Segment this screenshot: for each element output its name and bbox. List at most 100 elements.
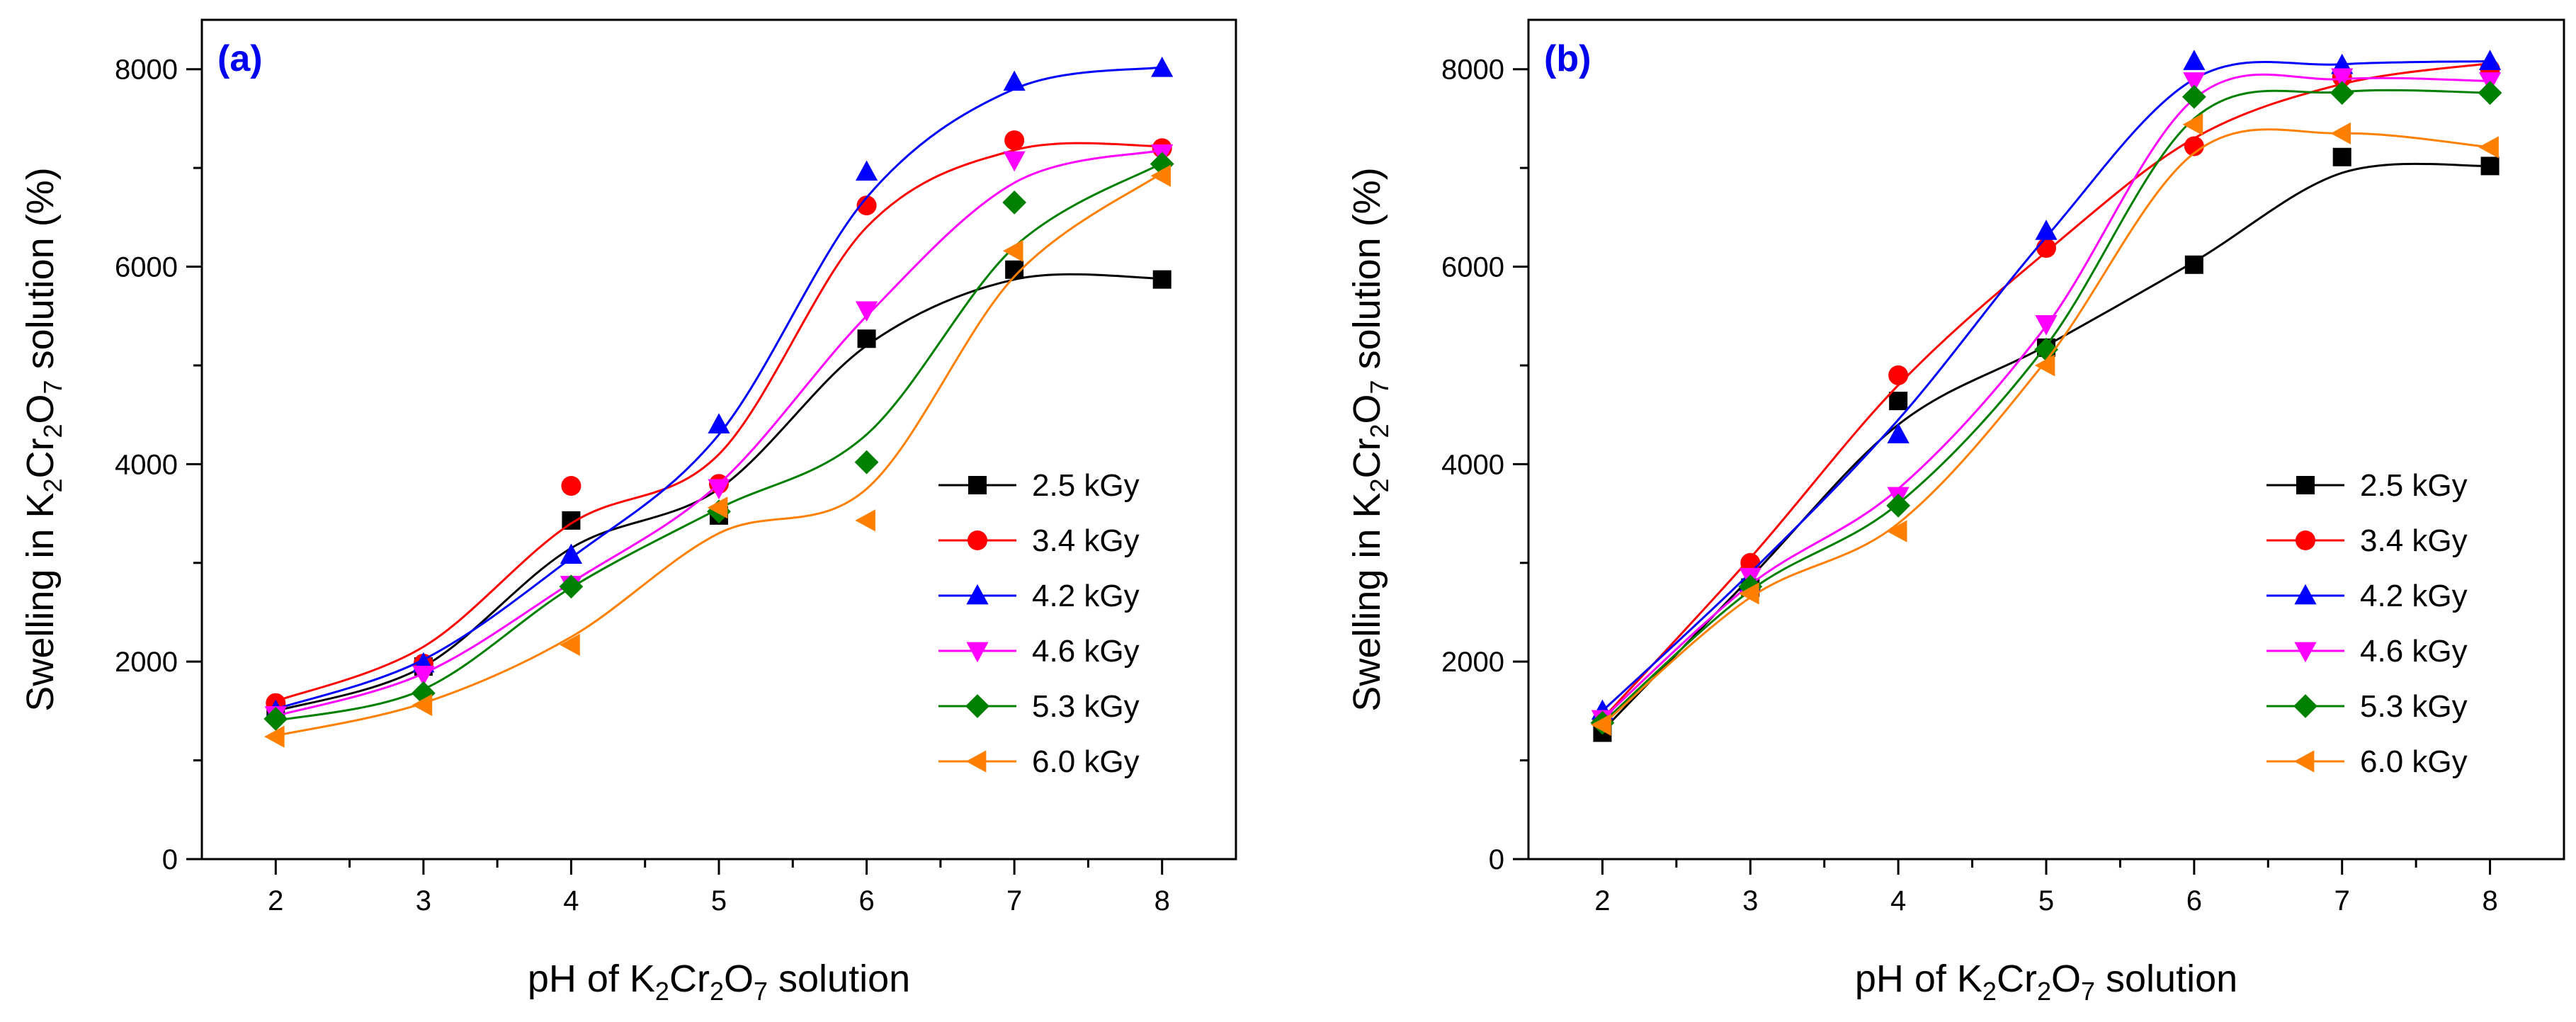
- data-point: [1886, 520, 1907, 543]
- panel-label: (a): [217, 38, 263, 79]
- data-point: [2183, 50, 2206, 70]
- fit-line: [275, 66, 1162, 710]
- series-4-2-kgy: [264, 57, 1174, 720]
- legend-marker: [965, 694, 989, 718]
- data-point: [2183, 72, 2206, 93]
- legend-item: 2.5 kGy: [938, 468, 1140, 503]
- legend-marker: [966, 584, 989, 605]
- chart_data.0.xlabel-mid: Cr: [669, 958, 710, 1000]
- legend-label: 4.2 kGy: [1032, 579, 1140, 613]
- x-tick-label: 6: [2186, 885, 2202, 916]
- legend-marker: [2293, 750, 2315, 773]
- chart_data.0.ylabel-suffix: solution (%): [19, 167, 62, 380]
- data-point: [561, 476, 581, 496]
- x-tick-label: 3: [416, 885, 431, 916]
- chart_data.0.xlabel-s3: 7: [754, 977, 768, 1006]
- data-point: [2035, 220, 2058, 240]
- data-point: [562, 511, 581, 530]
- legend-marker: [2296, 476, 2315, 494]
- series-4-2-kgy: [1591, 50, 2502, 720]
- x-tick-label: 8: [2482, 885, 2497, 916]
- y-tick-label: 6000: [115, 252, 178, 283]
- fit-line: [1601, 89, 2490, 724]
- chart_data.1.xlabel-prefix: pH of K: [1855, 958, 1982, 1000]
- data-point: [2182, 113, 2203, 136]
- x-axis-title: pH of K2Cr2O7 solution: [528, 958, 910, 1006]
- data-point: [857, 329, 876, 348]
- chart_data.1.ylabel-mid2: O: [1346, 394, 1388, 424]
- x-tick-label: 7: [1006, 885, 1022, 916]
- legend-item: 3.4 kGy: [2266, 523, 2468, 558]
- data-point: [708, 413, 730, 433]
- legend-marker: [2296, 530, 2315, 550]
- legend-item: 2.5 kGy: [2266, 468, 2468, 503]
- legend: 2.5 kGy 3.4 kGy 4.2 kGy 4.6 kGy 5.3 kGy 6.0 k…: [2266, 468, 2468, 779]
- chart_data.0.ylabel-mid: Cr: [19, 438, 62, 479]
- y-tick-label: 0: [1489, 844, 1504, 875]
- data-point: [264, 725, 285, 748]
- x-tick-label: 5: [711, 885, 727, 916]
- fit-line: [1601, 62, 2490, 720]
- series-6-0-kgy: [264, 164, 1171, 748]
- chart_data.1.xlabel-mid: Cr: [1997, 958, 2037, 1000]
- data-point: [1886, 494, 1911, 518]
- chart_data.0.xlabel-prefix: pH of K: [528, 958, 655, 1000]
- data-point: [1003, 151, 1026, 172]
- x-tick-label: 6: [858, 885, 874, 916]
- chart_data.1.xlabel-mid2: O: [2051, 958, 2081, 1000]
- data-point: [1887, 423, 1910, 443]
- data-point: [855, 301, 878, 322]
- chart_data.1.xlabel-s3: 7: [2081, 977, 2095, 1006]
- series-4-6-kgy: [264, 144, 1174, 727]
- legend-label: 6.0 kGy: [1032, 744, 1140, 779]
- data-point: [1888, 365, 1909, 385]
- chart_data.1.ylabel-s2: 2: [1365, 424, 1394, 438]
- x-tick-label: 2: [268, 885, 283, 916]
- panel-label: (b): [1544, 38, 1591, 79]
- data-point: [2035, 315, 2058, 336]
- y-tick-label: 4000: [115, 449, 178, 480]
- x-tick-label: 2: [1594, 885, 1610, 916]
- data-point: [2034, 337, 2058, 362]
- data-point: [708, 479, 730, 500]
- legend-item: 5.3 kGy: [2266, 689, 2468, 724]
- legend-label: 4.2 kGy: [2360, 579, 2468, 613]
- chart_data.0.xlabel-mid2: O: [724, 958, 754, 1000]
- y-tick-label: 6000: [1441, 252, 1504, 283]
- data-point: [1591, 713, 1611, 736]
- chart_data.0.ylabel-s2: 2: [38, 424, 67, 438]
- chart_data.1.xlabel-suffix: solution: [2095, 958, 2237, 1000]
- legend-label: 3.4 kGy: [1032, 523, 1140, 558]
- x-tick-label: 8: [1154, 885, 1170, 916]
- legend-label: 4.6 kGy: [1032, 634, 1140, 669]
- data-point: [1150, 152, 1174, 176]
- data-point: [2330, 81, 2354, 106]
- legend-label: 6.0 kGy: [2360, 744, 2468, 779]
- chart_data.1.ylabel-s3: 7: [1365, 380, 1394, 394]
- legend-item: 3.4 kGy: [938, 523, 1140, 558]
- y-tick-label: 4000: [1441, 449, 1504, 480]
- fit-line: [275, 161, 1163, 722]
- data-point: [855, 160, 878, 181]
- chart_data.1.xlabel-s2: 2: [2037, 977, 2051, 1006]
- data-point: [2478, 50, 2502, 70]
- legend: 2.5 kGy 3.4 kGy 4.2 kGy 4.6 kGy 5.3 kGy 6.0 k…: [938, 468, 1140, 779]
- data-point: [2478, 81, 2502, 106]
- legend-marker: [968, 530, 987, 550]
- y-axis-title: Swelling in K2Cr2O7 solution (%): [1346, 167, 1394, 711]
- data-point: [2478, 136, 2499, 159]
- data-point: [412, 665, 435, 686]
- y-tick-label: 2000: [115, 647, 178, 678]
- data-point: [560, 633, 580, 657]
- data-point: [559, 574, 584, 599]
- chart_data.1.ylabel-s1: 2: [1365, 479, 1394, 493]
- chart_data.1.ylabel-suffix: solution (%): [1346, 167, 1388, 380]
- data-point: [1150, 164, 1171, 187]
- data-point: [2181, 84, 2206, 109]
- legend-item: 4.2 kGy: [2266, 579, 2468, 613]
- legend-label: 4.6 kGy: [2360, 634, 2468, 669]
- x-axis-title: pH of K2Cr2O7 solution: [1855, 958, 2237, 1006]
- x-tick-label: 7: [2334, 885, 2350, 916]
- chart_data.1.ylabel-prefix: Swelling in K: [1346, 493, 1388, 712]
